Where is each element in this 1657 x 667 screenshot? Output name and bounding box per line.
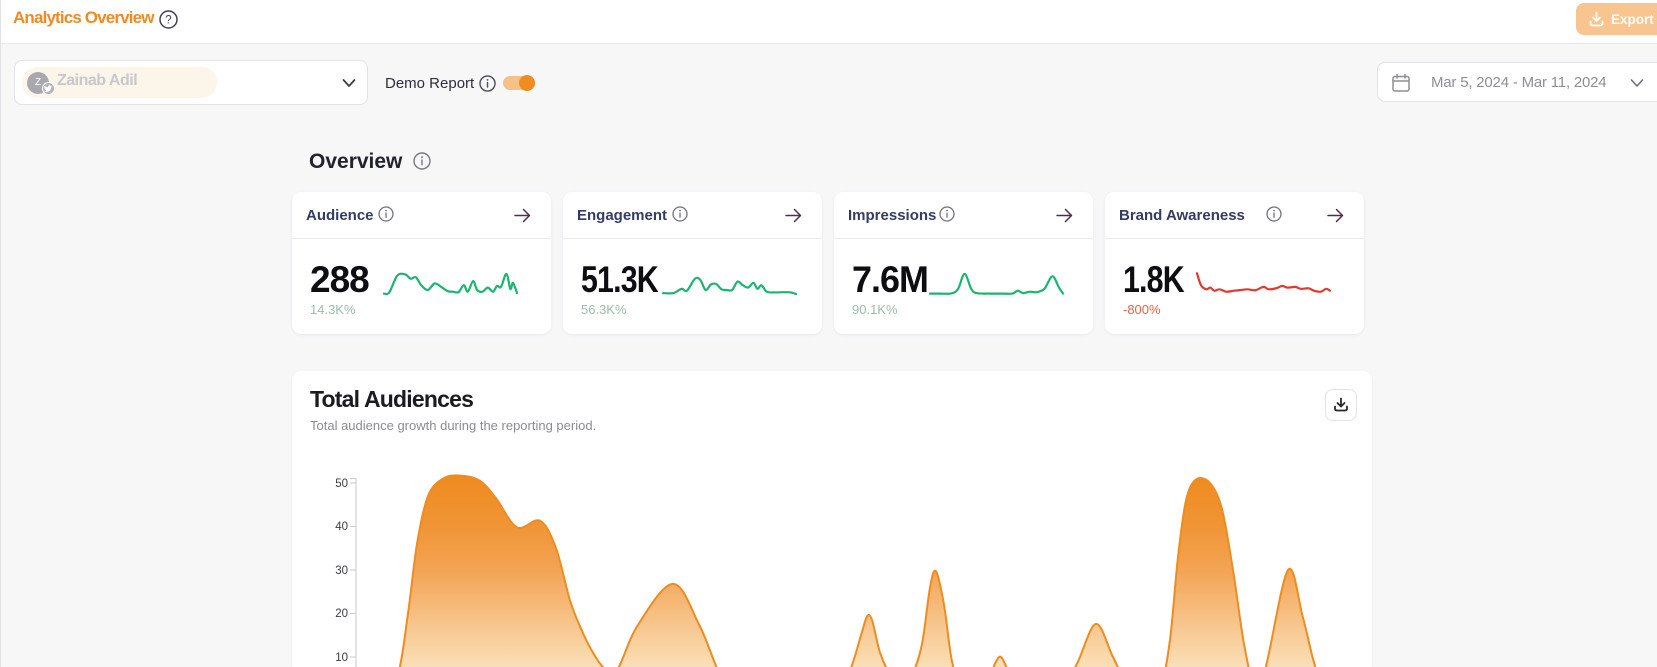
- svg-text:10: 10: [335, 652, 348, 664]
- svg-text:20: 20: [335, 608, 348, 620]
- svg-text:?: ?: [165, 15, 171, 27]
- svg-text:40: 40: [335, 521, 348, 533]
- svg-text:30: 30: [335, 565, 348, 577]
- svg-text:50: 50: [335, 478, 348, 490]
